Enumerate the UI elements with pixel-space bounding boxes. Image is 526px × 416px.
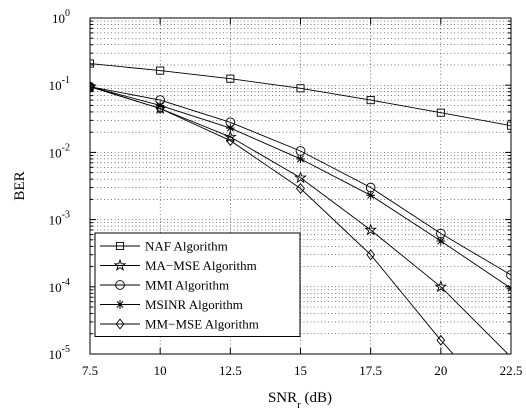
marker-square — [436, 108, 445, 117]
marker-asterisk — [296, 154, 305, 164]
marker-square — [115, 241, 125, 251]
marker-pentagram — [223, 130, 237, 143]
legend-entry: MA−MSE Algorithm — [100, 258, 257, 273]
legend-entry: MMI Algorithm — [100, 278, 229, 293]
legend-label: MM−MSE Algorithm — [145, 317, 259, 332]
marker-circle — [115, 280, 125, 290]
x-tick-label: 20 — [434, 363, 447, 378]
series-line — [90, 86, 454, 354]
marker-diamond — [366, 249, 376, 261]
marker-diamond — [296, 183, 305, 195]
x-tick-label: 12.5 — [219, 363, 242, 378]
marker-asterisk-stroke — [437, 237, 445, 245]
marker-asterisk-stroke — [367, 191, 375, 199]
x-axis-title: SNRr (dB) — [268, 390, 332, 411]
x-tick-label: 17.5 — [359, 363, 382, 378]
y-axis-title: BER — [12, 171, 28, 200]
marker-diamond — [155, 102, 165, 115]
marker-asterisk — [366, 190, 376, 200]
x-tick-label: 7.5 — [82, 363, 98, 378]
marker-diamond — [225, 135, 235, 147]
series-asterisk — [90, 82, 511, 293]
legend-entry: MSINR Algorithm — [100, 297, 243, 312]
marker-pentagram — [434, 280, 448, 293]
marker-diamond — [115, 318, 125, 330]
x-tick-label: 22.5 — [500, 363, 523, 378]
marker-asterisk — [436, 236, 446, 246]
x-axis-title-sub: r — [297, 399, 301, 411]
series-line — [90, 86, 511, 276]
x-axis-title-main: SNR — [268, 390, 297, 406]
y-tick-label: 10-5 — [49, 344, 70, 362]
marker-asterisk-stroke — [226, 124, 234, 132]
marker-diamond — [90, 81, 95, 93]
y-tick-label: 10-2 — [49, 142, 70, 160]
legend-label: NAF Algorithm — [145, 239, 228, 254]
legend-entry: NAF Algorithm — [100, 239, 228, 254]
marker-square — [366, 96, 375, 105]
y-tick-label: 10-1 — [49, 75, 70, 93]
legend-label: MSINR Algorithm — [145, 297, 243, 312]
marker-square — [506, 121, 511, 130]
marker-pentagram — [113, 258, 127, 271]
x-axis-title-unit: (dB) — [301, 390, 332, 406]
series-diamond — [90, 81, 454, 354]
legend: NAF Algorithm MA−MSE Algorithm MMI Algorit… — [94, 232, 301, 337]
marker-pentagram — [294, 170, 307, 184]
x-tick-label: 15 — [294, 363, 307, 378]
marker-pentagram — [364, 223, 378, 236]
marker-asterisk — [225, 123, 235, 133]
y-tick-label: 100 — [52, 8, 70, 26]
y-tick-label: 10-4 — [49, 277, 70, 295]
marker-diamond — [436, 334, 446, 346]
marker-circle — [506, 270, 511, 280]
series-group — [90, 59, 511, 354]
legend-label: MMI Algorithm — [145, 278, 229, 293]
y-tick-label: 10-3 — [49, 210, 70, 228]
marker-square — [156, 66, 165, 75]
legend-entry: MM−MSE Algorithm — [100, 317, 259, 332]
series-line — [90, 63, 511, 127]
marker-asterisk-stroke — [116, 301, 124, 308]
marker-square — [90, 59, 95, 68]
marker-asterisk — [115, 300, 125, 309]
marker-asterisk — [506, 283, 511, 293]
x-tick-label: 10 — [154, 363, 167, 378]
marker-asterisk-stroke — [507, 287, 511, 292]
marker-asterisk-stroke — [507, 284, 511, 290]
legend-label: MA−MSE Algorithm — [145, 258, 257, 273]
marker-square — [226, 74, 235, 83]
marker-square — [296, 84, 305, 93]
series-square — [90, 59, 511, 130]
marker-asterisk-stroke — [297, 155, 304, 163]
